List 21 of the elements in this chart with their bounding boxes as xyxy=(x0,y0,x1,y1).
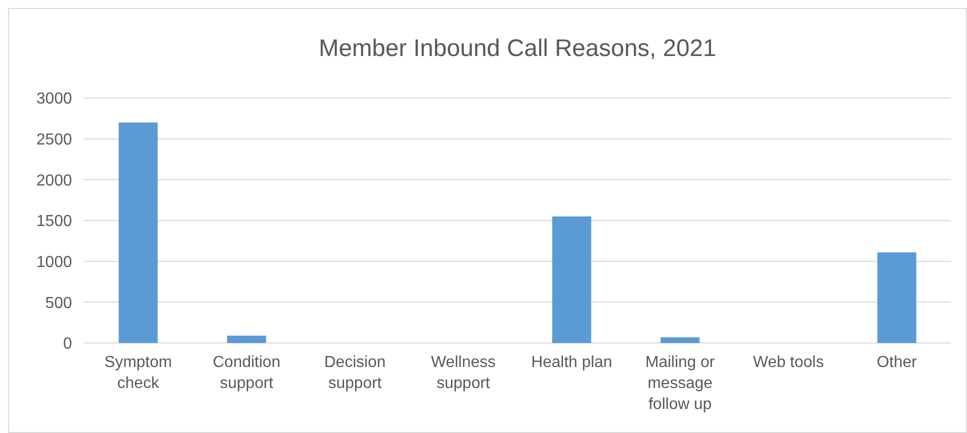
y-tick-label: 500 xyxy=(45,294,72,312)
x-tick-label: Wellness support xyxy=(431,354,496,392)
chart-title: Member Inbound Call Reasons, 2021 xyxy=(318,35,716,62)
x-tick-label: Condition support xyxy=(212,354,280,392)
x-tick-label: Decision support xyxy=(324,354,386,392)
bar xyxy=(552,216,592,343)
y-tick-label: 1000 xyxy=(36,254,72,271)
x-tick-label: Web tools xyxy=(753,354,824,371)
x-tick-label: Mailing or message follow up xyxy=(645,354,716,413)
x-tick-label: Other xyxy=(876,354,918,371)
y-tick-label: 0 xyxy=(63,336,72,353)
y-tick-label: 1500 xyxy=(36,213,72,230)
bar xyxy=(227,336,266,343)
bar xyxy=(877,252,916,343)
bar xyxy=(118,122,158,343)
y-tick-label: 2500 xyxy=(36,131,72,148)
x-tick-label: Health plan xyxy=(531,354,612,371)
y-tick-label: 3000 xyxy=(36,90,72,108)
x-tick-label: Symptom check xyxy=(104,354,172,392)
bar xyxy=(660,337,700,343)
y-tick-label: 2000 xyxy=(36,172,72,190)
